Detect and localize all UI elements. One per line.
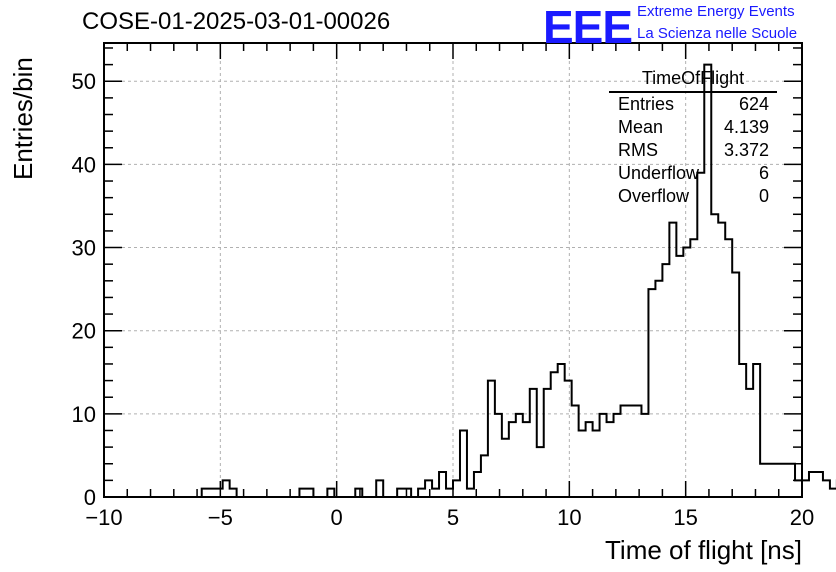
y-tick-label: 50 bbox=[72, 69, 96, 94]
stats-label: Underflow bbox=[618, 163, 700, 183]
tick-labels: −10 −5 0 5 10 15 20 0 10 20 30 40 50 bbox=[72, 69, 815, 530]
x-tick-label: 10 bbox=[557, 505, 581, 530]
stats-row-overflow: Overflow 0 bbox=[609, 185, 777, 208]
axes bbox=[103, 42, 803, 498]
stats-row-underflow: Underflow 6 bbox=[609, 162, 777, 185]
logo-line-2: La Scienza nelle Scuole bbox=[637, 25, 798, 42]
logo-line-1: Extreme Energy Events bbox=[637, 3, 795, 20]
stats-row-entries: Entries 624 bbox=[609, 93, 777, 116]
stats-label: Entries bbox=[618, 94, 675, 114]
x-axis-label: Time of flight [ns] bbox=[605, 535, 802, 565]
stats-title: TimeOfFlight bbox=[609, 68, 777, 93]
stats-value: 4.139 bbox=[723, 117, 769, 137]
y-tick-label: 30 bbox=[72, 236, 96, 261]
y-axis-label: Entries/bin bbox=[8, 57, 38, 180]
y-tick-label: 0 bbox=[84, 485, 96, 510]
stats-value: 624 bbox=[738, 94, 769, 114]
stats-row-mean: Mean 4.139 bbox=[609, 116, 777, 139]
x-tick-label: 5 bbox=[447, 505, 459, 530]
y-tick-label: 10 bbox=[72, 402, 96, 427]
x-tick-label: 0 bbox=[331, 505, 343, 530]
x-tick-label: −5 bbox=[208, 505, 233, 530]
y-tick-label: 40 bbox=[72, 152, 96, 177]
stats-label: Mean bbox=[618, 117, 664, 137]
x-tick-label: 15 bbox=[673, 505, 697, 530]
chart-title: COSE-01-2025-03-01-00026 bbox=[82, 8, 391, 35]
stats-value: 6 bbox=[758, 163, 769, 183]
stats-row-rms: RMS 3.372 bbox=[609, 139, 777, 162]
histogram-line bbox=[104, 63, 836, 498]
stats-label: Overflow bbox=[618, 186, 690, 206]
eee-logo: EEE bbox=[543, 1, 633, 53]
stats-value: 0 bbox=[758, 186, 769, 206]
y-tick-label: 20 bbox=[72, 319, 96, 344]
x-tick-label: −10 bbox=[85, 505, 122, 530]
stats-label: RMS bbox=[618, 140, 658, 160]
grid-lines bbox=[104, 43, 802, 497]
x-tick-label: 20 bbox=[790, 505, 814, 530]
stats-value: 3.372 bbox=[723, 140, 769, 160]
stats-box: TimeOfFlight Entries 624 Mean 4.139 RMS … bbox=[609, 68, 777, 208]
